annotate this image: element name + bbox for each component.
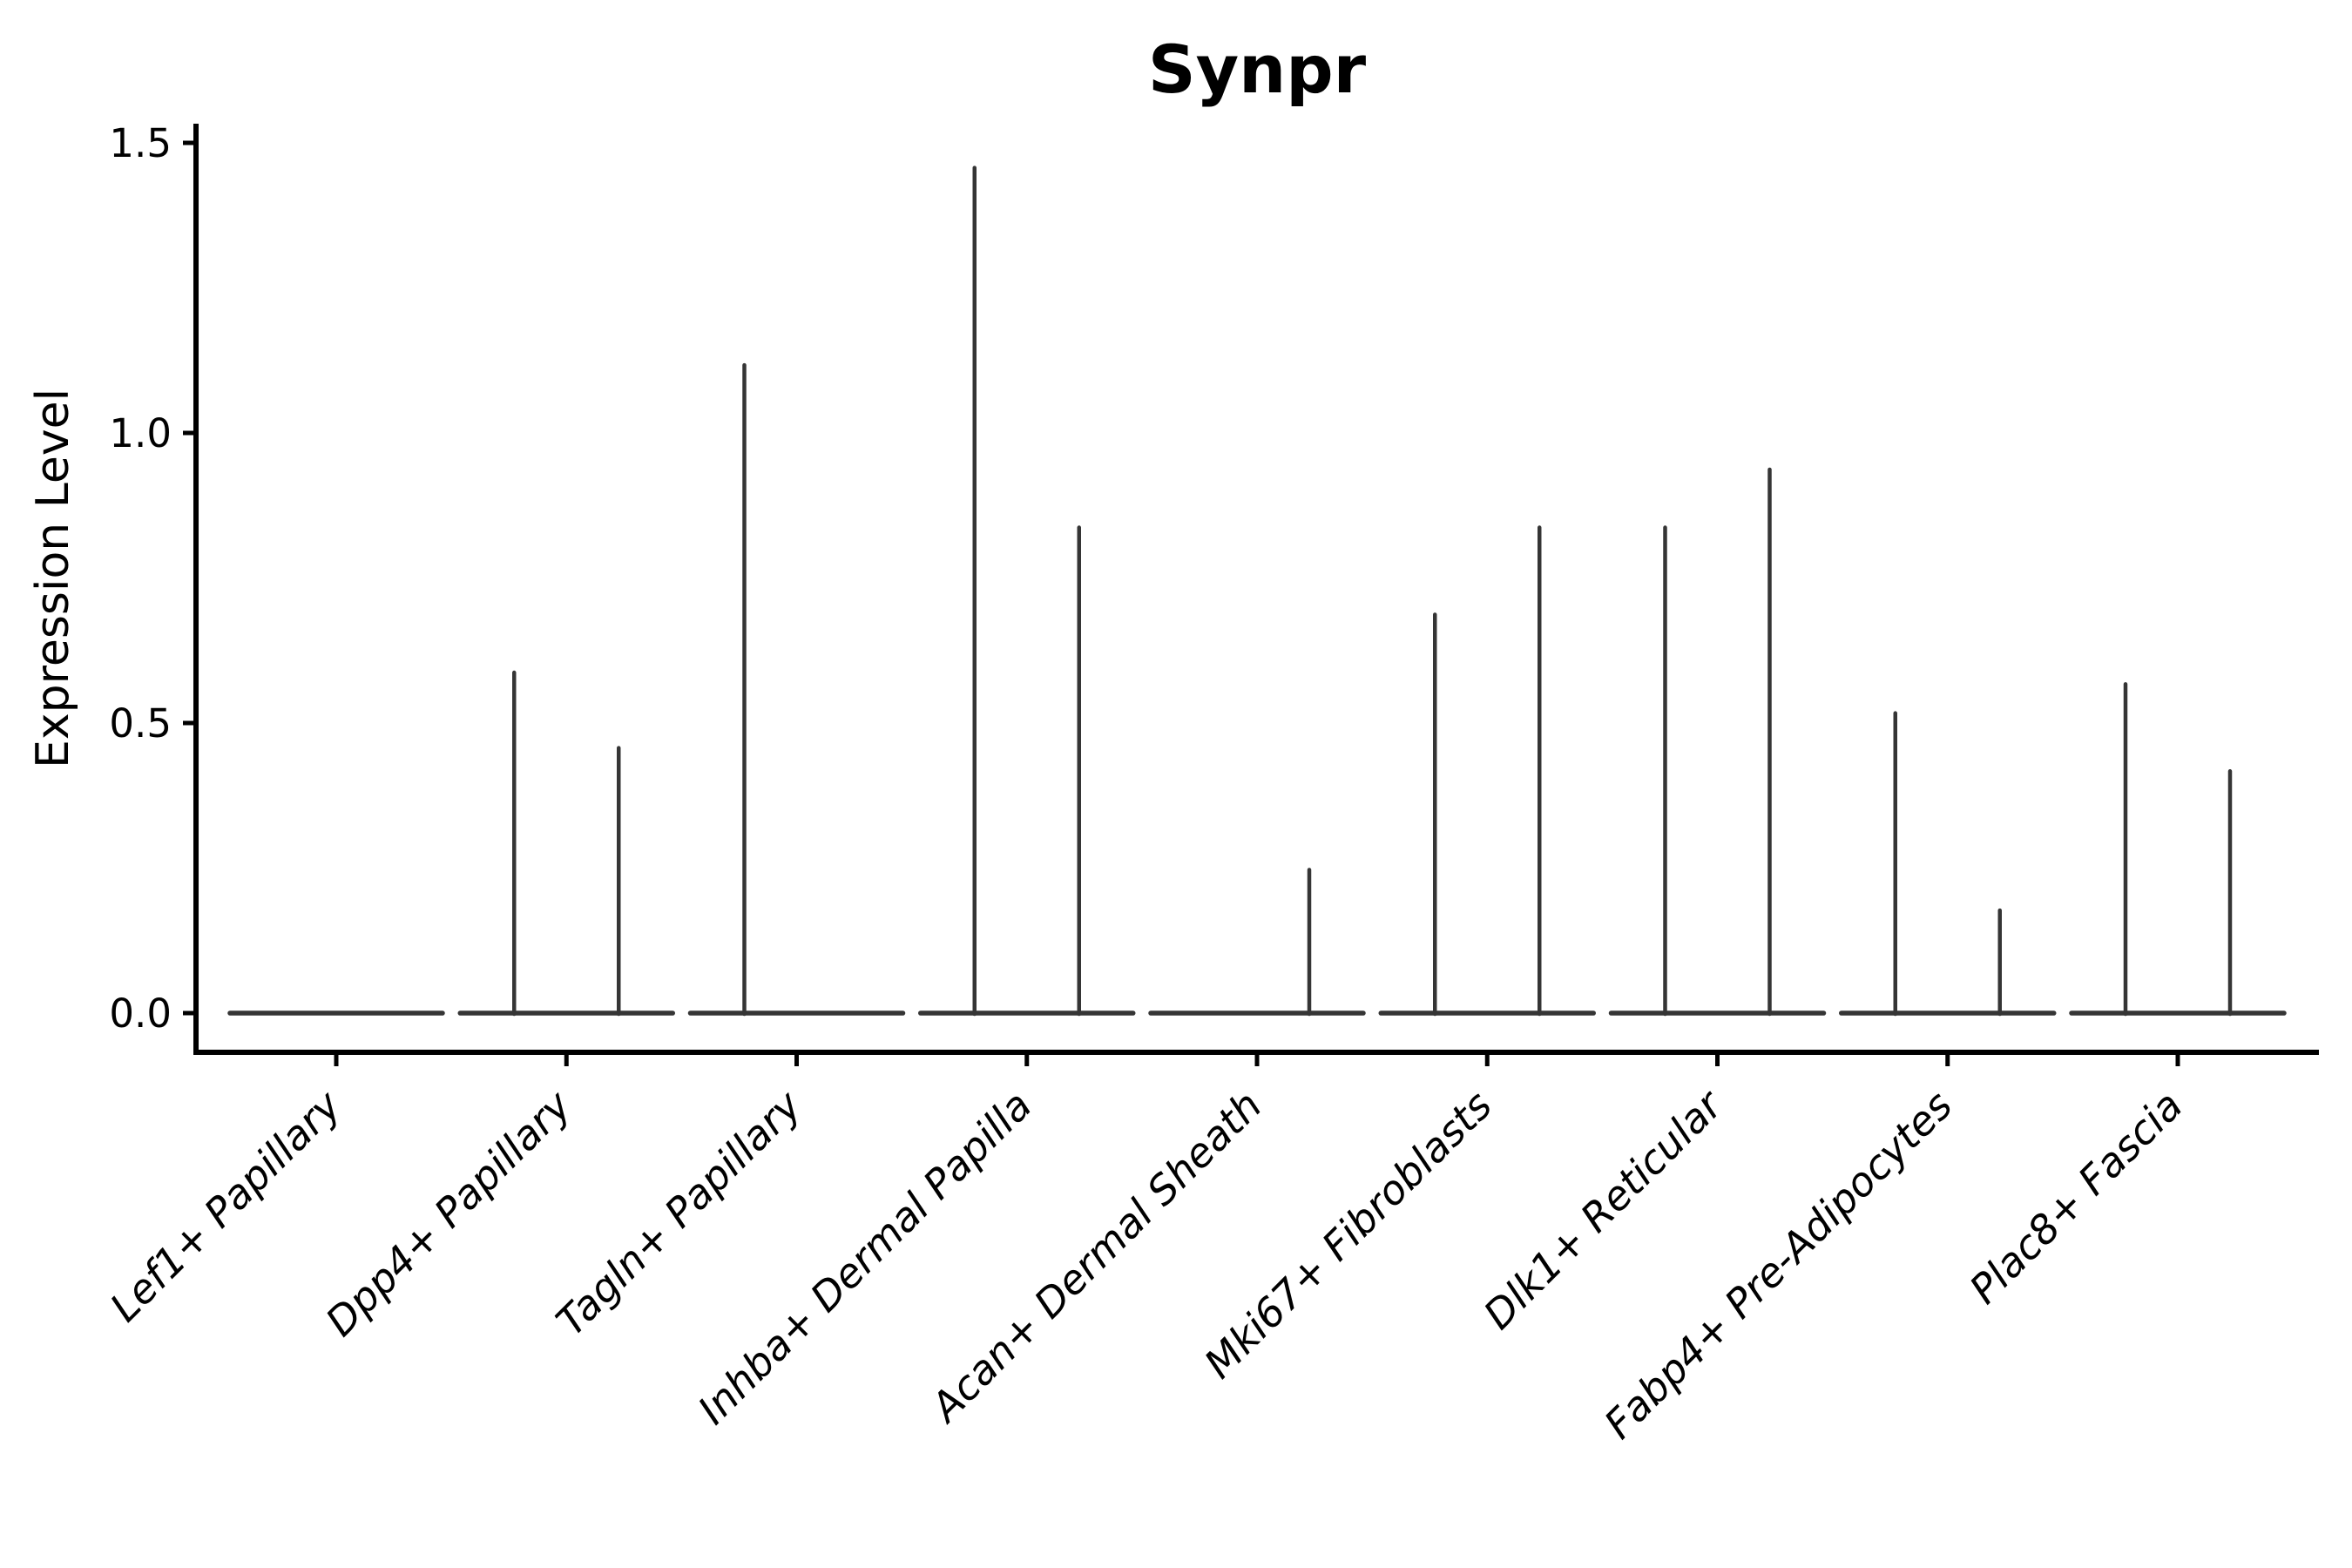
x-category-label: Lef1+ Papillary xyxy=(101,1081,350,1330)
violin-group xyxy=(1608,467,1827,1017)
x-category-label: Plac8+ Fascia xyxy=(1960,1082,2191,1313)
y-tick-label: 0.5 xyxy=(109,700,172,747)
x-category-label: Dlk1+ Reticular xyxy=(1475,1079,1734,1338)
x-category-label: Dpp4+ Papillary xyxy=(316,1081,580,1345)
y-tick-label: 1.5 xyxy=(109,120,172,166)
chart-title: Synpr xyxy=(1148,30,1367,108)
violin-group xyxy=(918,166,1136,1017)
violin-layer xyxy=(227,166,2287,1017)
violin-group xyxy=(1148,868,1366,1017)
y-tick-label: 0.0 xyxy=(109,990,172,1037)
y-axis-label: Expression Level xyxy=(27,389,79,768)
violin-group xyxy=(457,670,675,1017)
x-category-label: Tagln+ Papillary xyxy=(547,1081,811,1345)
violin-group xyxy=(687,362,906,1017)
violin-group xyxy=(2069,682,2287,1017)
violin-group xyxy=(1378,525,1596,1017)
violin-group xyxy=(1839,711,2057,1017)
y-tick-label: 1.0 xyxy=(109,410,172,456)
